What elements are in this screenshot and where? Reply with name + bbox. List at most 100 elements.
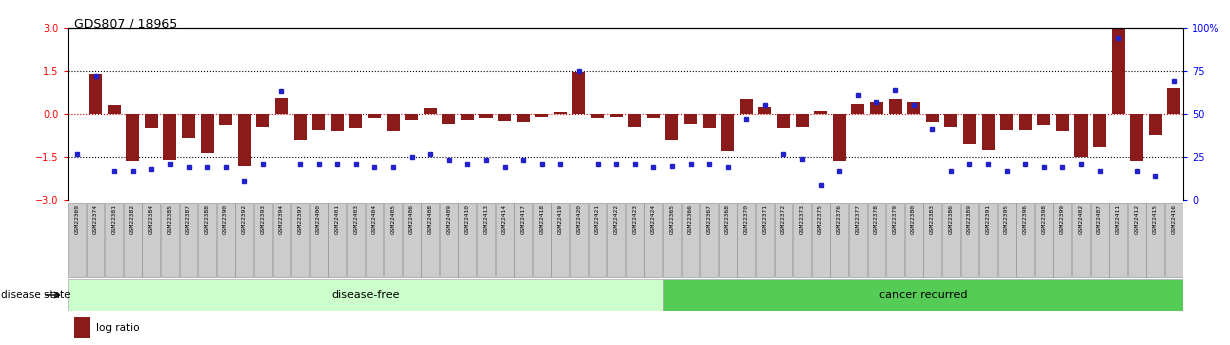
Bar [663, 279, 1183, 311]
Bar [908, 102, 920, 114]
FancyBboxPatch shape [533, 203, 551, 277]
Text: GSM22415: GSM22415 [1153, 204, 1157, 234]
Bar [127, 114, 139, 161]
FancyBboxPatch shape [1165, 203, 1183, 277]
Bar [294, 114, 306, 140]
Bar [517, 114, 530, 122]
Bar [592, 114, 604, 118]
Bar [870, 102, 883, 114]
Text: GSM22371: GSM22371 [763, 204, 768, 234]
FancyBboxPatch shape [235, 203, 253, 277]
FancyBboxPatch shape [738, 203, 755, 277]
Bar [926, 114, 938, 122]
FancyBboxPatch shape [1053, 203, 1071, 277]
Text: disease-free: disease-free [331, 290, 400, 300]
FancyBboxPatch shape [143, 203, 160, 277]
FancyBboxPatch shape [496, 203, 513, 277]
Text: GSM22410: GSM22410 [465, 204, 470, 234]
Text: GSM22391: GSM22391 [985, 204, 990, 234]
Bar [1167, 88, 1181, 114]
FancyBboxPatch shape [1109, 203, 1127, 277]
Text: GSM22398: GSM22398 [1042, 204, 1047, 234]
Text: GSM22377: GSM22377 [855, 204, 860, 234]
Bar [1149, 114, 1162, 136]
Bar [312, 114, 325, 130]
Bar [164, 114, 176, 160]
FancyBboxPatch shape [1034, 203, 1053, 277]
Bar [386, 114, 400, 131]
Bar [702, 114, 716, 128]
FancyBboxPatch shape [292, 203, 309, 277]
Bar [1075, 114, 1087, 157]
FancyBboxPatch shape [589, 203, 606, 277]
Bar [219, 114, 232, 125]
Bar [982, 114, 995, 150]
Bar [89, 73, 102, 114]
Bar [629, 114, 641, 127]
Text: GSM22396: GSM22396 [1022, 204, 1028, 234]
FancyBboxPatch shape [1016, 203, 1034, 277]
Text: GSM22369: GSM22369 [75, 204, 80, 234]
Bar [535, 114, 549, 117]
FancyBboxPatch shape [551, 203, 569, 277]
Text: GSM22413: GSM22413 [483, 204, 488, 234]
FancyBboxPatch shape [402, 203, 421, 277]
Text: GSM22381: GSM22381 [112, 204, 117, 234]
Text: GSM22406: GSM22406 [410, 204, 415, 234]
Text: GSM22383: GSM22383 [930, 204, 935, 234]
Bar [200, 114, 214, 152]
FancyBboxPatch shape [886, 203, 904, 277]
FancyBboxPatch shape [86, 203, 105, 277]
Text: GSM22373: GSM22373 [800, 204, 804, 234]
Bar [480, 114, 492, 118]
Bar [610, 114, 622, 117]
Text: GSM22417: GSM22417 [520, 204, 525, 234]
Bar [443, 114, 455, 124]
FancyBboxPatch shape [365, 203, 384, 277]
Bar [721, 114, 734, 151]
FancyBboxPatch shape [830, 203, 849, 277]
FancyBboxPatch shape [718, 203, 737, 277]
FancyBboxPatch shape [1091, 203, 1108, 277]
Bar [888, 99, 902, 114]
FancyBboxPatch shape [124, 203, 141, 277]
FancyBboxPatch shape [106, 203, 123, 277]
FancyBboxPatch shape [514, 203, 533, 277]
Text: GSM22422: GSM22422 [614, 204, 619, 234]
Text: GSM22365: GSM22365 [669, 204, 674, 234]
Bar [665, 114, 679, 140]
Text: GSM22384: GSM22384 [149, 204, 154, 234]
Text: cancer recurred: cancer recurred [878, 290, 967, 300]
Text: GSM22420: GSM22420 [577, 204, 582, 234]
Bar [405, 114, 418, 120]
FancyBboxPatch shape [681, 203, 700, 277]
Text: GSM22368: GSM22368 [726, 204, 731, 234]
Text: GSM22366: GSM22366 [688, 204, 692, 234]
Text: GSM22394: GSM22394 [279, 204, 284, 234]
FancyBboxPatch shape [942, 203, 959, 277]
FancyBboxPatch shape [849, 203, 867, 277]
Bar [108, 105, 121, 114]
FancyBboxPatch shape [663, 203, 681, 277]
Bar [498, 114, 512, 121]
Text: GSM22382: GSM22382 [130, 204, 135, 234]
Bar [1112, 29, 1124, 114]
Text: GDS807 / 18965: GDS807 / 18965 [74, 17, 177, 30]
Bar [349, 114, 363, 128]
Text: GSM22372: GSM22372 [781, 204, 786, 234]
Text: GSM22407: GSM22407 [1097, 204, 1102, 234]
Text: GSM22386: GSM22386 [948, 204, 953, 234]
Bar [851, 104, 865, 114]
Text: GSM22390: GSM22390 [223, 204, 229, 234]
Text: GSM22405: GSM22405 [391, 204, 396, 234]
Bar [554, 112, 567, 114]
FancyBboxPatch shape [700, 203, 718, 277]
FancyBboxPatch shape [384, 203, 402, 277]
Text: GSM22388: GSM22388 [204, 204, 209, 234]
Text: GSM22416: GSM22416 [1171, 204, 1176, 234]
Text: GSM22376: GSM22376 [836, 204, 841, 234]
Text: log ratio: log ratio [96, 323, 139, 333]
Bar [1037, 114, 1050, 125]
Bar [1000, 114, 1014, 130]
Text: GSM22399: GSM22399 [1060, 204, 1065, 234]
